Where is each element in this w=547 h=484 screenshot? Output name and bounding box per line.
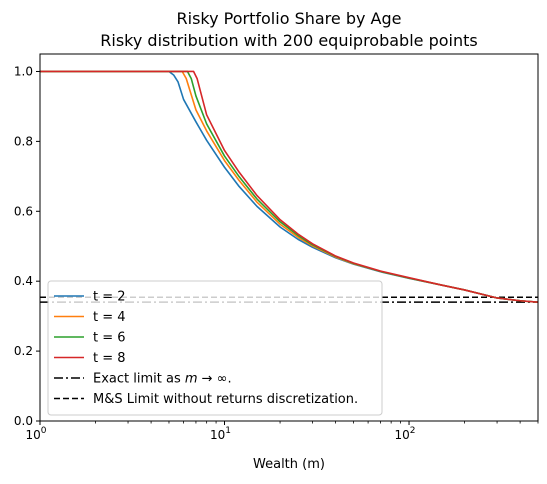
y-tick-label: 1.0 [14, 64, 33, 78]
y-tick-label: 0.8 [14, 134, 33, 148]
legend: t = 2 t = 4 t = 6 t = 8 Exact limit as m → ∞… [47, 280, 383, 416]
x-tick-label: 101 [210, 426, 231, 442]
legend-label-6: M&S Limit without returns discretization… [93, 392, 358, 407]
x-axis-label: Wealth (m) [253, 457, 325, 472]
plot-frame [39, 53, 539, 422]
legend-label-3: t = 6 [93, 331, 126, 346]
chart-subtitle: Risky distribution with 200 equiprobable… [100, 31, 477, 50]
legend-label-4: t = 8 [93, 351, 126, 366]
series-line-t6 [40, 70, 539, 303]
x-tick-label: 102 [395, 426, 416, 442]
legend-label-2: t = 4 [93, 310, 126, 325]
series-layer [40, 70, 539, 303]
y-tick-label: 0.0 [14, 414, 33, 428]
legend-label-1: t = 2 [93, 290, 126, 305]
legend-box [47, 280, 383, 416]
series-line-t4 [40, 70, 539, 303]
y-tick-label: 0.4 [14, 274, 33, 288]
chart-title: Risky Portfolio Share by Age [177, 9, 402, 28]
legend-label-5: Exact limit as m → ∞. [93, 372, 232, 387]
series-line-t8 [40, 70, 539, 303]
y-tick-label: 0.6 [14, 204, 33, 218]
x-tick-label: 100 [25, 426, 46, 442]
series-line-t2 [40, 70, 539, 303]
y-tick-label: 0.2 [14, 344, 33, 358]
